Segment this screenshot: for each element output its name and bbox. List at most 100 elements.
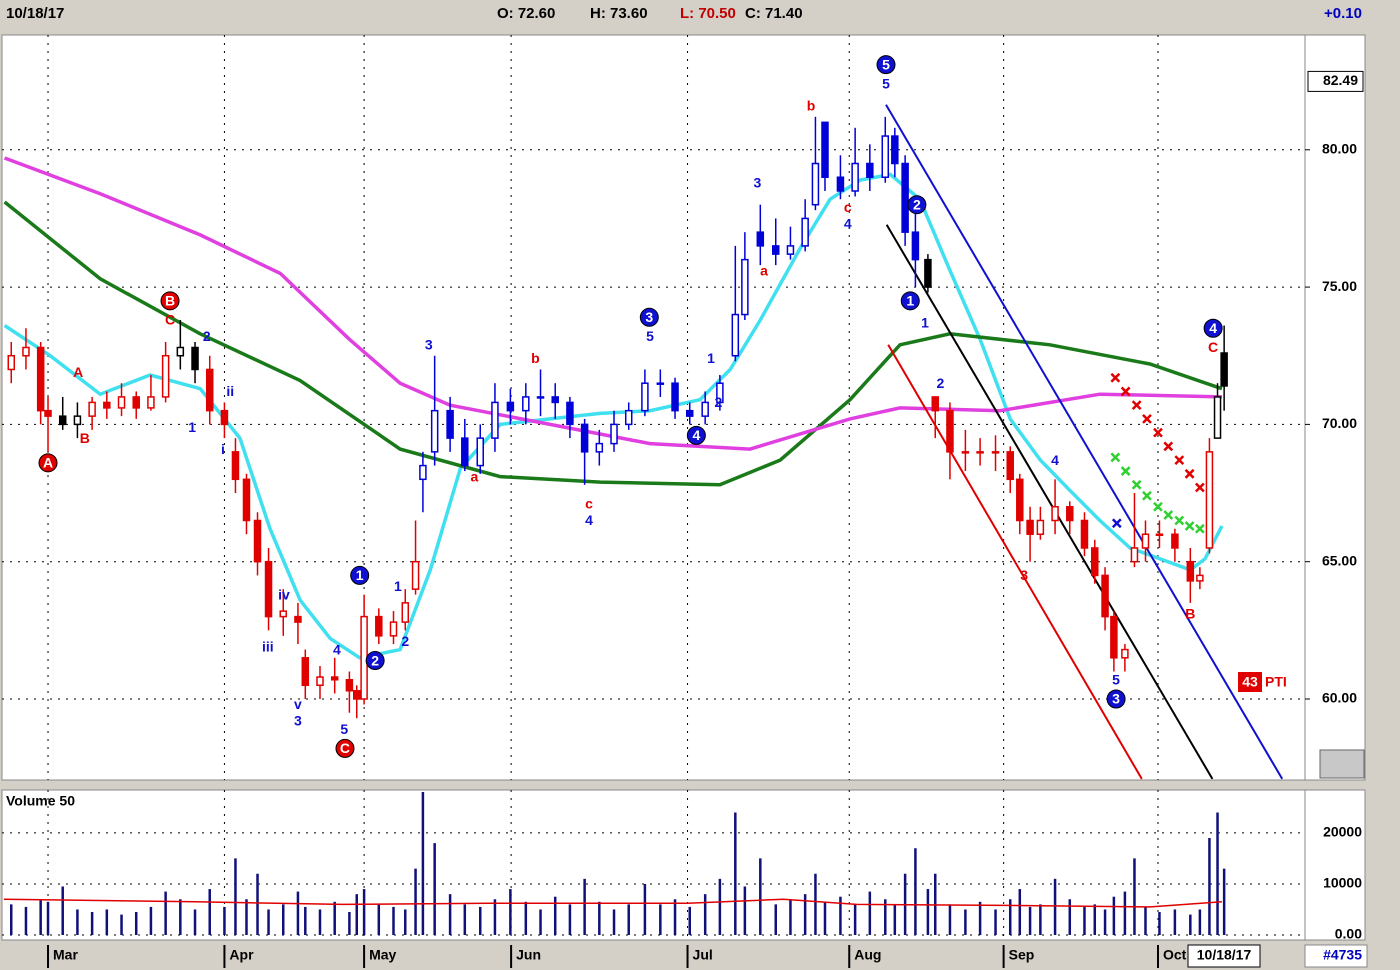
wave-label: b: [531, 350, 540, 366]
moving-average: [3, 172, 1224, 660]
candle-body: [624, 409, 633, 426]
candle-body: [801, 217, 809, 247]
header-low: L: 70.50: [680, 5, 736, 22]
candle-body: [701, 401, 709, 417]
candle-body: [1155, 533, 1164, 536]
marker: [1131, 400, 1142, 411]
marker: [1110, 452, 1121, 463]
y-tick-label: 60.00: [1322, 690, 1357, 706]
marker: [1163, 510, 1174, 520]
candle-body: [685, 409, 694, 417]
candle-body: [595, 442, 604, 453]
marker: [1184, 521, 1195, 531]
x-tick-label: Apr: [229, 947, 254, 963]
candle-body: [1051, 506, 1059, 522]
candle-body: [610, 423, 618, 445]
marker: [1142, 414, 1152, 424]
wave-label: C: [340, 740, 350, 756]
wave-label: 2: [203, 328, 211, 344]
candle-body: [1196, 574, 1204, 582]
candle-body: [330, 676, 339, 681]
candle-body: [911, 231, 920, 261]
candle-body: [176, 346, 185, 357]
candle-body: [117, 396, 126, 409]
y-tick-label: 80.00: [1322, 140, 1357, 156]
candle-body: [205, 368, 214, 412]
wave-circle: [1106, 689, 1126, 709]
candle-body: [961, 451, 970, 454]
wave-circle: [900, 291, 920, 311]
volume-label: Volume 50: [6, 793, 75, 809]
wave-label: B: [80, 430, 90, 446]
cursor-date: 10/18/17: [1197, 947, 1252, 963]
candle-body: [741, 258, 749, 316]
wave-label: C: [165, 312, 175, 328]
volume-tick-label: 0.00: [1335, 926, 1362, 942]
wave-label: 4: [333, 641, 341, 657]
candle-body: [836, 176, 845, 192]
candle-body: [446, 409, 454, 439]
date-bar: [0, 943, 1400, 970]
header-open: O: 72.60: [497, 5, 555, 22]
candle-body: [1121, 648, 1129, 659]
candle-body: [352, 690, 361, 700]
wave-label: c: [844, 199, 852, 215]
wave-label: 4: [692, 427, 700, 443]
candle-body: [1006, 451, 1014, 481]
header-date: 10/18/17: [6, 5, 64, 22]
candle-body: [316, 676, 324, 687]
candle-body: [73, 415, 82, 426]
x-tick-label: Jun: [516, 947, 541, 963]
candle-body: [264, 560, 273, 618]
candle-body: [771, 245, 780, 255]
candle-body: [375, 615, 383, 637]
wave-label: 4: [1209, 320, 1217, 336]
candle-body: [506, 401, 515, 412]
wave-label: 2: [401, 633, 409, 649]
wave-label: C: [1208, 339, 1218, 355]
candle-body: [991, 451, 1000, 454]
wave-label: 5: [882, 56, 890, 72]
wave-circle: [686, 425, 706, 445]
candle-body: [551, 396, 559, 404]
wave-circle: [335, 738, 355, 758]
candle-body: [976, 451, 984, 454]
y-tick-label: 65.00: [1322, 552, 1357, 568]
volume-tick-label: 20000: [1323, 824, 1362, 840]
tool-icon[interactable]: [1319, 749, 1365, 779]
candle-body: [132, 396, 140, 409]
marker: [1120, 466, 1131, 476]
candle-body: [811, 162, 820, 206]
candle-body: [345, 679, 354, 692]
marker: [1111, 518, 1122, 529]
wave-circle: [639, 307, 659, 327]
price-tag-box: [1307, 70, 1364, 92]
candle-body: [430, 409, 439, 453]
candle-body: [851, 162, 859, 192]
moving-average: [3, 200, 1223, 487]
wave-label: 5: [1112, 671, 1120, 687]
candle-body: [411, 560, 420, 590]
wave-label: 3: [645, 309, 653, 325]
candle-body: [1101, 574, 1109, 618]
wave-label: 3: [425, 336, 433, 352]
wave-label: 5: [882, 76, 890, 92]
wave-label: 1: [707, 350, 715, 366]
candle-body: [786, 245, 795, 255]
candle-body: [22, 346, 30, 357]
wave-circle: [365, 651, 385, 671]
candle-body: [656, 382, 665, 385]
candle-body: [536, 396, 545, 399]
candle-body: [881, 135, 890, 178]
candle-body: [220, 409, 229, 426]
volume-tick-label: 10000: [1323, 875, 1362, 891]
price-panel: [1, 34, 1306, 781]
wave-label: i: [221, 441, 225, 457]
x-tick-label: Jul: [693, 947, 713, 963]
candle-body: [1186, 560, 1195, 582]
candle-body: [566, 401, 574, 426]
candle-body: [1205, 451, 1214, 549]
header-high: H: 73.60: [590, 5, 648, 22]
volume-axis: [1304, 789, 1366, 941]
wave-label: 3: [294, 713, 302, 729]
